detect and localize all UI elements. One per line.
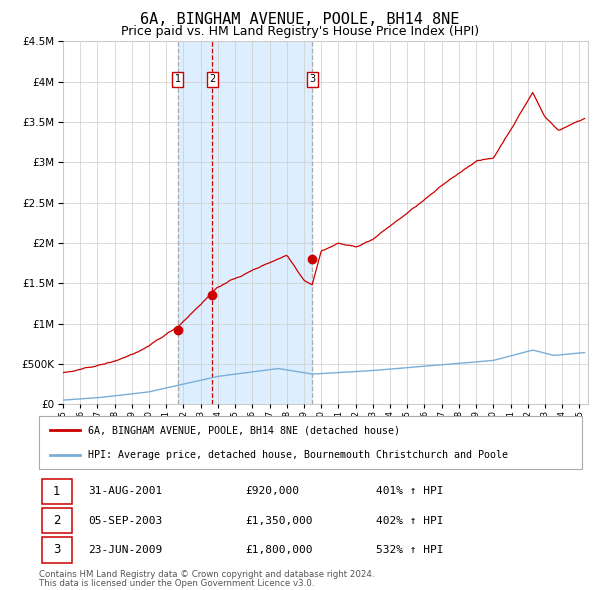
FancyBboxPatch shape bbox=[42, 537, 71, 563]
Text: 1: 1 bbox=[175, 74, 181, 84]
Text: This data is licensed under the Open Government Licence v3.0.: This data is licensed under the Open Gov… bbox=[39, 579, 314, 588]
FancyBboxPatch shape bbox=[39, 416, 582, 469]
Text: 2: 2 bbox=[53, 514, 61, 527]
Text: 6A, BINGHAM AVENUE, POOLE, BH14 8NE (detached house): 6A, BINGHAM AVENUE, POOLE, BH14 8NE (det… bbox=[88, 425, 400, 435]
Text: £1,800,000: £1,800,000 bbox=[245, 545, 313, 555]
Text: 401% ↑ HPI: 401% ↑ HPI bbox=[376, 486, 443, 496]
Text: Contains HM Land Registry data © Crown copyright and database right 2024.: Contains HM Land Registry data © Crown c… bbox=[39, 570, 374, 579]
Text: HPI: Average price, detached house, Bournemouth Christchurch and Poole: HPI: Average price, detached house, Bour… bbox=[88, 450, 508, 460]
Text: 3: 3 bbox=[53, 543, 61, 556]
Text: 2: 2 bbox=[209, 74, 215, 84]
Text: 1: 1 bbox=[53, 485, 61, 498]
Text: 402% ↑ HPI: 402% ↑ HPI bbox=[376, 516, 443, 526]
Text: 532% ↑ HPI: 532% ↑ HPI bbox=[376, 545, 443, 555]
Text: £920,000: £920,000 bbox=[245, 486, 299, 496]
Text: 31-AUG-2001: 31-AUG-2001 bbox=[88, 486, 162, 496]
FancyBboxPatch shape bbox=[42, 508, 71, 533]
Text: 23-JUN-2009: 23-JUN-2009 bbox=[88, 545, 162, 555]
Text: £1,350,000: £1,350,000 bbox=[245, 516, 313, 526]
FancyBboxPatch shape bbox=[42, 478, 71, 504]
Text: 6A, BINGHAM AVENUE, POOLE, BH14 8NE: 6A, BINGHAM AVENUE, POOLE, BH14 8NE bbox=[140, 12, 460, 27]
Text: 3: 3 bbox=[309, 74, 315, 84]
Bar bbox=[178, 41, 312, 404]
Text: Price paid vs. HM Land Registry's House Price Index (HPI): Price paid vs. HM Land Registry's House … bbox=[121, 25, 479, 38]
Text: 05-SEP-2003: 05-SEP-2003 bbox=[88, 516, 162, 526]
